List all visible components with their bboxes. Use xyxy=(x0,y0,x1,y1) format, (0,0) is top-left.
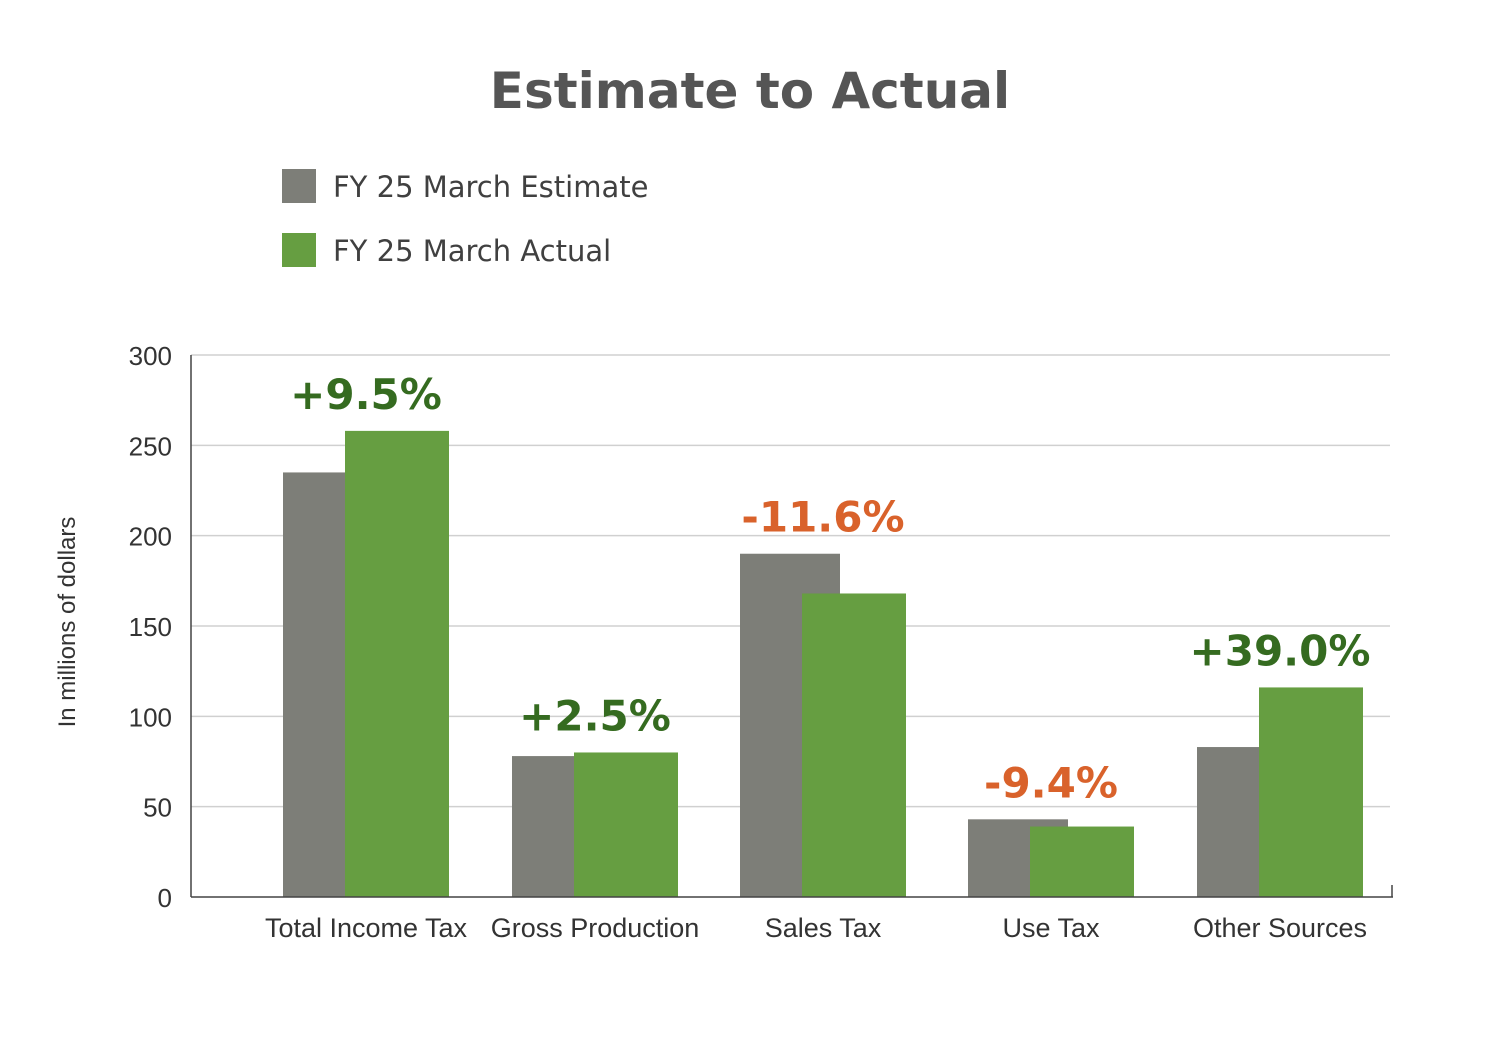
y-tick-label: 0 xyxy=(158,883,172,913)
legend-label-estimate: FY 25 March Estimate xyxy=(333,170,648,204)
category-label: Sales Tax xyxy=(765,913,882,943)
percent-change-label: +2.5% xyxy=(519,691,671,740)
category-label: Use Tax xyxy=(1002,913,1100,943)
y-tick-label: 200 xyxy=(129,522,172,552)
y-tick-label: 100 xyxy=(129,702,172,732)
legend: FY 25 March Estimate FY 25 March Actual xyxy=(282,169,648,268)
y-tick-label: 50 xyxy=(143,793,172,823)
category-labels: Total Income Tax Gross Production Sales Ta… xyxy=(265,913,1367,943)
percent-change-label: +39.0% xyxy=(1190,626,1371,675)
percent-change-label: -9.4% xyxy=(984,758,1118,807)
bar-actual xyxy=(1030,826,1134,897)
legend-label-actual: FY 25 March Actual xyxy=(333,234,611,268)
axes xyxy=(190,355,1393,898)
chart-title: Estimate to Actual xyxy=(490,62,1010,120)
legend-swatch-estimate xyxy=(282,169,316,203)
percent-change-label: +9.5% xyxy=(290,370,442,419)
bars xyxy=(283,430,1363,897)
y-axis-ticks: 0 50 100 150 200 250 300 xyxy=(129,341,172,913)
percent-labels: +9.5% +2.5% -11.6% -9.4% +39.0% xyxy=(290,370,1370,807)
legend-swatch-actual xyxy=(282,233,316,267)
y-tick-label: 150 xyxy=(129,612,172,642)
bar-actual xyxy=(574,752,678,897)
category-label: Total Income Tax xyxy=(265,913,468,943)
bar-actual xyxy=(802,593,906,897)
category-label: Other Sources xyxy=(1193,913,1367,943)
y-tick-label: 300 xyxy=(129,341,172,371)
category-label: Gross Production xyxy=(491,913,700,943)
bar-actual xyxy=(1259,687,1363,897)
bar-actual xyxy=(345,430,449,897)
y-axis-label: In millions of dollars xyxy=(54,517,81,728)
percent-change-label: -11.6% xyxy=(741,493,904,542)
y-tick-label: 250 xyxy=(129,431,172,461)
